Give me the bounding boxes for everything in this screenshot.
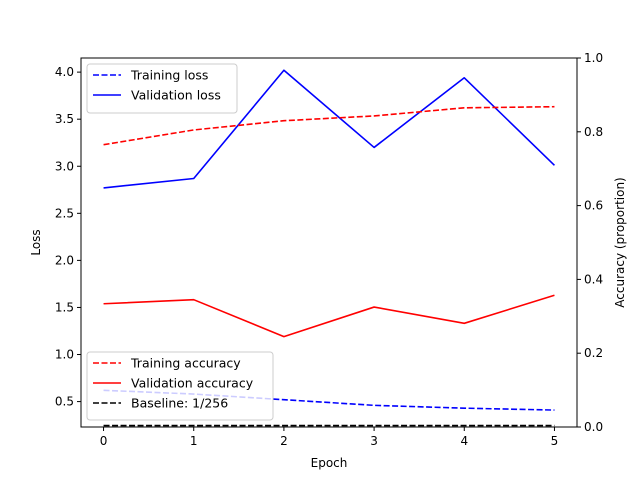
legend-lower-left: Training accuracy Validation accuracy Base… xyxy=(86,351,274,421)
series-line-training-loss xyxy=(103,389,555,411)
x-axis-label: Epoch xyxy=(311,456,348,470)
right-y-tick-label: 0.4 xyxy=(584,272,603,286)
right-y-axis-label: Accuracy (proportion) xyxy=(613,177,627,307)
left-y-tick-label: 1.5 xyxy=(55,300,74,314)
legend-label-baseline-1-256: Baseline: 1/256 xyxy=(131,396,228,411)
right-y-tick-label: 0.2 xyxy=(584,346,603,360)
series-line-validation-accuracy xyxy=(103,294,555,338)
x-tick-label: 1 xyxy=(190,434,198,448)
x-tick-label: 3 xyxy=(370,434,378,448)
left-y-tick-label: 3.0 xyxy=(55,159,74,173)
x-tick-label: 4 xyxy=(460,434,468,448)
right-y-tick-label: 0.8 xyxy=(584,125,603,139)
legend-box xyxy=(86,63,238,114)
legend-label-training-accuracy: Training accuracy xyxy=(130,356,241,371)
series-line-training-accuracy xyxy=(103,105,555,146)
left-y-tick-label: 2.0 xyxy=(55,253,74,267)
legend-label-validation-loss: Validation loss xyxy=(131,88,221,103)
legend-label-validation-accuracy: Validation accuracy xyxy=(131,376,254,391)
series-line-validation-loss xyxy=(103,69,556,189)
plot-frame xyxy=(80,57,578,428)
left-y-tick-label: 2.5 xyxy=(55,206,74,220)
x-tick-label: 5 xyxy=(551,434,559,448)
axes: 0 1 2 3 4 5 0.5 1.0 1.5 2.0 2.5 3.0 3.5 4.0 0.0 0.2 0.4 0… xyxy=(55,51,603,448)
legend-box xyxy=(86,351,274,421)
legend-label-training-loss: Training loss xyxy=(130,68,208,83)
x-tick-label: 0 xyxy=(100,434,108,448)
left-y-axis-label: Loss xyxy=(29,229,43,255)
right-y-tick-label: 1.0 xyxy=(584,51,603,65)
left-y-tick-label: 3.5 xyxy=(55,112,74,126)
right-y-tick-label: 0.6 xyxy=(584,199,603,213)
legend-upper-left: Training loss Validation loss xyxy=(86,63,238,114)
plot-area xyxy=(103,69,556,427)
left-y-tick-label: 1.0 xyxy=(55,348,74,362)
legends: Training loss Validation loss Training acc… xyxy=(86,63,274,421)
left-y-tick-label: 4.0 xyxy=(55,65,74,79)
x-tick-label: 2 xyxy=(280,434,288,448)
left-y-tick-label: 0.5 xyxy=(55,395,74,409)
right-y-tick-label: 0.0 xyxy=(584,420,603,434)
